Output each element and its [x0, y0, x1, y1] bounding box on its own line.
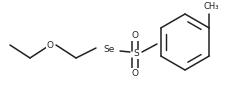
- Text: O: O: [132, 69, 138, 77]
- Text: O: O: [46, 40, 53, 50]
- Text: O: O: [132, 32, 138, 40]
- Text: CH₃: CH₃: [203, 2, 219, 12]
- Text: Se: Se: [103, 45, 115, 53]
- Text: S: S: [133, 50, 139, 58]
